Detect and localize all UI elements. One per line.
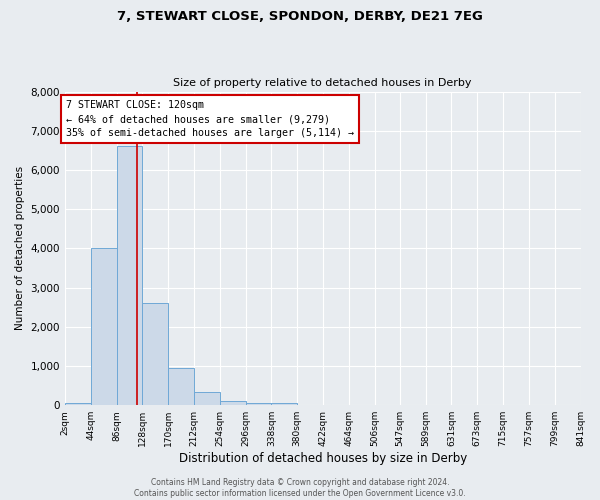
Text: 7 STEWART CLOSE: 120sqm
← 64% of detached houses are smaller (9,279)
35% of semi: 7 STEWART CLOSE: 120sqm ← 64% of detache… bbox=[66, 100, 354, 138]
Bar bbox=[142, 304, 168, 405]
Bar bbox=[245, 403, 271, 405]
Title: Size of property relative to detached houses in Derby: Size of property relative to detached ho… bbox=[173, 78, 472, 88]
Bar bbox=[220, 402, 245, 405]
Bar bbox=[168, 368, 194, 405]
Bar bbox=[116, 146, 142, 405]
Bar bbox=[65, 403, 91, 405]
Bar bbox=[271, 403, 297, 405]
Bar bbox=[194, 392, 220, 405]
X-axis label: Distribution of detached houses by size in Derby: Distribution of detached houses by size … bbox=[179, 452, 467, 465]
Text: Contains HM Land Registry data © Crown copyright and database right 2024.
Contai: Contains HM Land Registry data © Crown c… bbox=[134, 478, 466, 498]
Bar bbox=[91, 248, 116, 405]
Y-axis label: Number of detached properties: Number of detached properties bbox=[15, 166, 25, 330]
Text: 7, STEWART CLOSE, SPONDON, DERBY, DE21 7EG: 7, STEWART CLOSE, SPONDON, DERBY, DE21 7… bbox=[117, 10, 483, 23]
